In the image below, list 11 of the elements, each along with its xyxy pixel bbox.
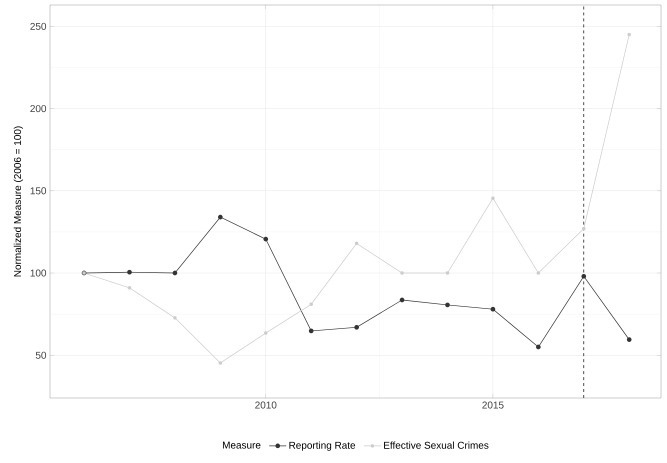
- x-tick-label: 2015: [482, 402, 504, 409]
- y-tick-label: 200: [30, 105, 46, 112]
- y-tick-label: 100: [30, 270, 46, 277]
- y-tick-label: 50: [36, 352, 46, 359]
- y-tick-label: 250: [30, 22, 46, 30]
- legend-label: Effective Sexual Crimes: [384, 441, 488, 449]
- x-tick-label: 2010: [255, 402, 276, 409]
- y-axis-title: Normalized Measure (2006 = 100): [14, 126, 24, 276]
- legend-label: Reporting Rate: [289, 441, 356, 451]
- legend-title: Measure: [222, 442, 260, 449]
- y-tick-label: 150: [30, 187, 46, 194]
